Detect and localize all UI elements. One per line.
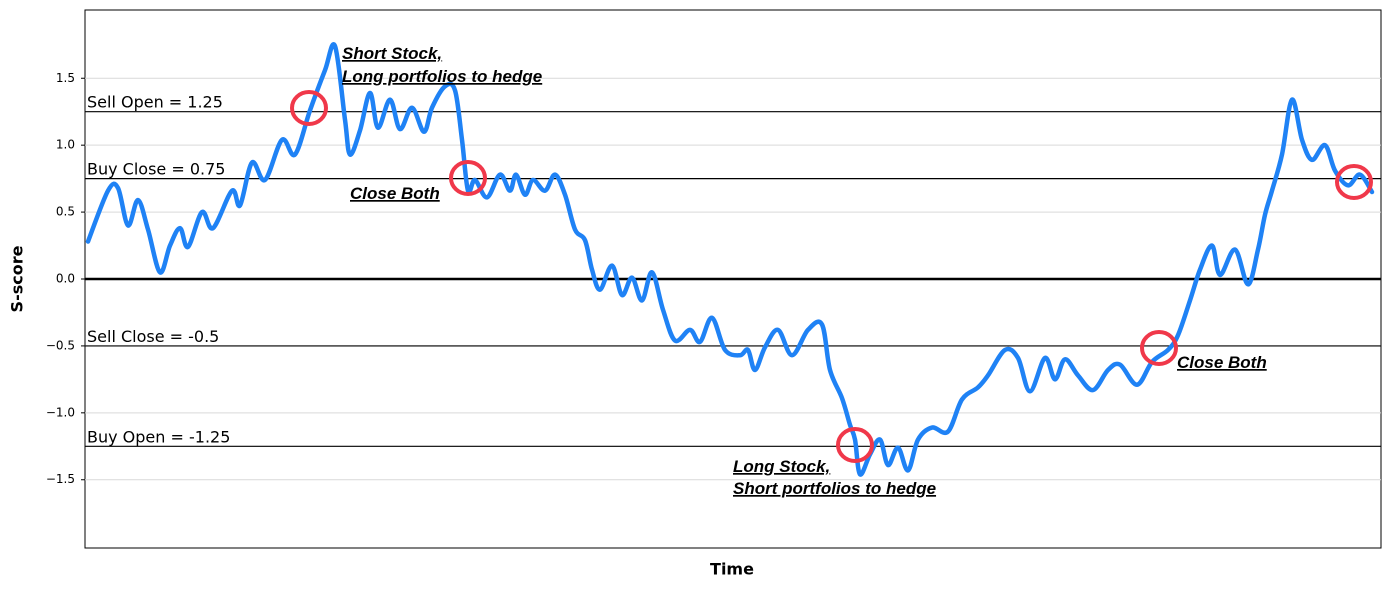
threshold-label: Sell Open = 1.25 [87,93,223,112]
score-line [85,42,1375,477]
threshold-label: Buy Open = -1.25 [87,427,230,446]
annotation: Long portfolios to hedge [342,67,542,86]
highlight-circle [449,160,487,196]
threshold-label: Sell Close = -0.5 [87,327,219,346]
highlight-circle [836,427,874,463]
y-tick-label: 1.5 [56,71,75,85]
annotation: Long Stock, [733,457,830,476]
annotation: Short portfolios to hedge [733,479,936,498]
x-axis-label: Time [710,560,754,579]
y-tick-label: 1.0 [56,138,75,152]
y-axis-label: S-score [8,245,27,312]
y-tick-label: 0.0 [56,272,75,286]
threshold-label: Buy Close = 0.75 [87,160,225,179]
annotation: Short Stock, [342,44,442,63]
annotation: Close Both [350,184,440,203]
annotation: Close Both [1177,353,1267,372]
y-tick-label: −1.0 [46,405,75,419]
highlight-circle [290,90,328,126]
y-tick-label: −0.5 [46,338,75,352]
highlight-circle [1335,164,1373,200]
y-tick-label: −1.5 [46,472,75,486]
highlight-circle [1140,330,1178,366]
y-tick-label: 0.5 [56,205,75,219]
